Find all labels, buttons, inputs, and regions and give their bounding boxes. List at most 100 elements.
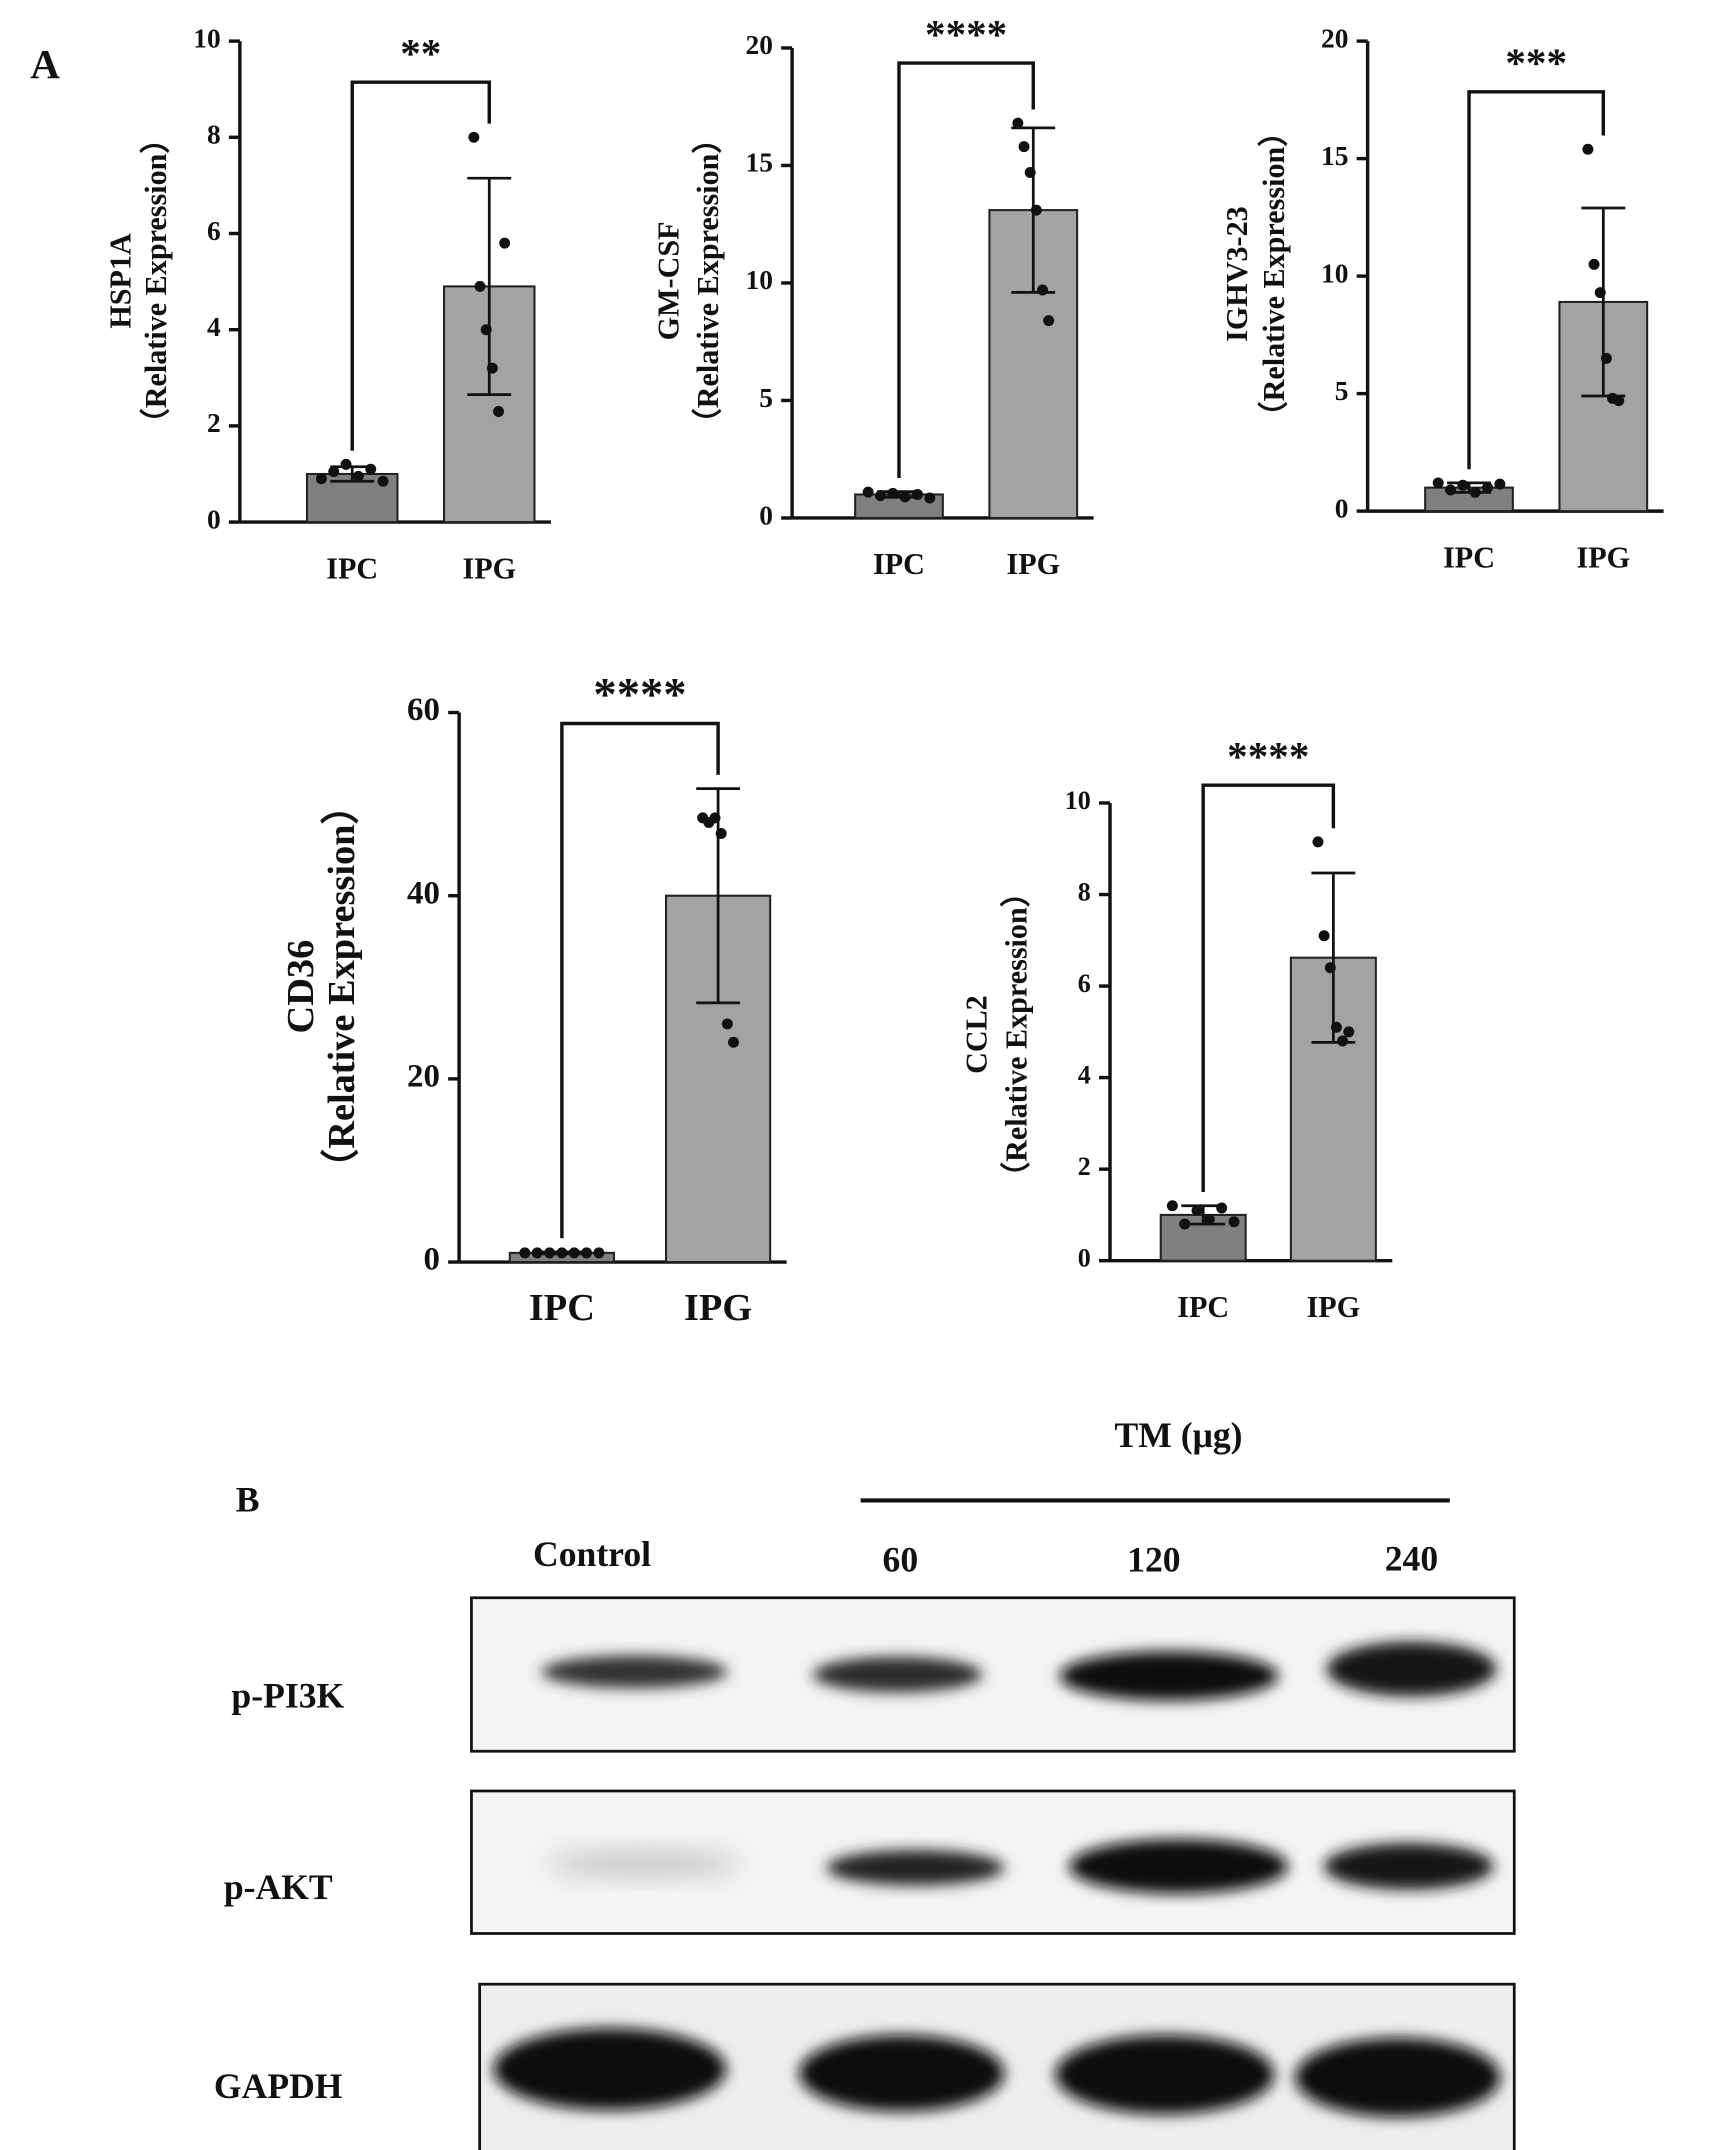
y-tick-label: 0 (423, 1242, 439, 1278)
significance-bracket (1467, 90, 1606, 470)
y-tick-label: 10 (193, 23, 220, 53)
data-point (593, 1247, 605, 1259)
data-point (1613, 395, 1625, 407)
y-tick-label: 5 (759, 383, 773, 413)
data-point (531, 1247, 543, 1259)
y-tick-label: 2 (207, 408, 221, 438)
data-point (1582, 143, 1594, 155)
data-point (1043, 315, 1055, 327)
x-tick-label: IPC (326, 551, 378, 585)
y-axis-label: （Relative Expression） (139, 123, 173, 438)
data-point (1337, 1035, 1349, 1047)
blot-row (470, 1596, 1516, 1753)
y-tick-label: 0 (1078, 1244, 1091, 1273)
data-point (1216, 1202, 1228, 1214)
y-tick-label: 15 (746, 148, 773, 178)
data-point (1037, 284, 1048, 296)
y-tick-label: 10 (746, 265, 773, 295)
significance-label: ** (400, 30, 441, 76)
data-point (1203, 1214, 1215, 1225)
y-tick-label: 0 (1335, 493, 1349, 523)
x-tick-label: IPG (462, 551, 516, 585)
x-tick-label: IPG (1577, 540, 1631, 574)
y-axis-label: GM-CSF (651, 222, 685, 341)
y-axis-label: CD36 (280, 940, 322, 1034)
row-label: p-PI3K (231, 1675, 344, 1715)
error-bar (1311, 871, 1356, 1044)
data-point (365, 463, 377, 475)
data-point (1228, 1216, 1240, 1228)
data-point (556, 1247, 568, 1259)
data-point (480, 324, 492, 336)
panel-label: A (30, 41, 60, 87)
data-point (874, 490, 886, 502)
data-point (1330, 1021, 1342, 1033)
data-point (1318, 930, 1330, 942)
significance-bracket (1201, 783, 1336, 1193)
significance-label: **** (1227, 733, 1309, 779)
data-point (1018, 141, 1030, 153)
data-point (1494, 478, 1506, 490)
panel-label: B (236, 1479, 260, 1519)
y-tick-label: 8 (1078, 878, 1091, 907)
lane-label: 240 (1385, 1538, 1438, 1578)
data-point (468, 131, 480, 143)
data-point (1324, 962, 1336, 974)
blot-title: TM (μg) (1115, 1415, 1243, 1455)
y-tick-label: 20 (1321, 23, 1348, 53)
data-point (1588, 258, 1600, 270)
y-axis-label: （Relative Expression） (999, 877, 1033, 1192)
significance-bracket (897, 61, 1035, 478)
data-point (544, 1247, 556, 1259)
data-point (1482, 482, 1494, 494)
data-point (887, 487, 899, 499)
lane-label: Control (533, 1534, 651, 1574)
x-tick-label: IPC (529, 1287, 595, 1329)
y-tick-label: 15 (1321, 141, 1348, 171)
row-label: p-AKT (224, 1867, 333, 1907)
data-point (1432, 477, 1444, 489)
data-point (1166, 1200, 1178, 1212)
data-point (728, 1036, 739, 1048)
data-point (1179, 1218, 1191, 1230)
data-point (1191, 1204, 1203, 1216)
data-point (499, 237, 511, 249)
data-point (486, 362, 498, 374)
y-tick-label: 6 (207, 216, 221, 246)
y-tick-label: 60 (407, 692, 440, 728)
data-point (1343, 1026, 1355, 1038)
data-point (924, 492, 936, 504)
data-point (581, 1247, 593, 1259)
y-tick-label: 10 (1065, 786, 1091, 815)
data-point (1445, 484, 1457, 496)
data-point (352, 470, 364, 482)
data-point (377, 475, 389, 487)
data-point (1012, 117, 1024, 129)
blot-row (478, 1982, 1516, 2150)
data-point (340, 458, 352, 470)
y-tick-label: 20 (407, 1058, 440, 1094)
blot-row (470, 1789, 1516, 1935)
data-point (1457, 479, 1469, 491)
y-tick-label: 0 (759, 500, 773, 530)
data-point (721, 1018, 733, 1030)
y-tick-label: 40 (407, 875, 440, 911)
error-bar (696, 787, 741, 1005)
y-tick-label: 20 (746, 30, 773, 60)
significance-bracket (560, 721, 720, 1239)
significance-label: **** (925, 11, 1007, 57)
data-point (568, 1247, 580, 1259)
data-point (315, 473, 327, 485)
y-tick-label: 4 (207, 312, 221, 342)
x-tick-label: IPC (1443, 540, 1495, 574)
data-point (493, 405, 504, 417)
data-point (899, 491, 911, 503)
error-bar (467, 176, 512, 396)
y-tick-label: 10 (1321, 258, 1348, 288)
x-tick-label: IPC (873, 547, 925, 581)
lane-label: 60 (883, 1540, 919, 1580)
data-point (519, 1247, 531, 1259)
data-point (1594, 287, 1606, 299)
data-point (1030, 204, 1042, 216)
y-tick-label: 8 (207, 120, 221, 150)
